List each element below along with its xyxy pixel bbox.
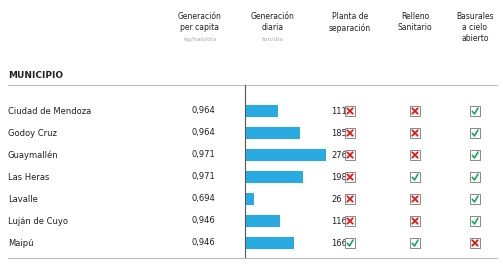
Text: 0,694: 0,694 [191,194,215,203]
FancyBboxPatch shape [470,194,480,204]
Text: Basurales
a cielo
abierto: Basurales a cielo abierto [456,12,494,43]
Text: 166: 166 [331,239,347,247]
Text: Las Heras: Las Heras [8,172,49,181]
Text: Generación
per capita: Generación per capita [178,12,222,32]
Text: ton/día: ton/día [262,37,284,42]
Text: 0,964: 0,964 [191,106,215,115]
FancyBboxPatch shape [246,171,303,183]
Text: 111: 111 [331,106,347,115]
Text: Relleno
Sanitario: Relleno Sanitario [398,12,432,32]
FancyBboxPatch shape [246,215,280,227]
Text: Generación
diaria: Generación diaria [251,12,295,32]
Text: 0,971: 0,971 [191,172,215,181]
Text: kg/hab/día: kg/hab/día [183,37,217,43]
FancyBboxPatch shape [470,106,480,116]
FancyBboxPatch shape [470,172,480,182]
Text: Maipú: Maipú [8,239,34,247]
FancyBboxPatch shape [410,128,420,138]
Text: Guaymallén: Guaymallén [8,150,59,160]
FancyBboxPatch shape [345,238,355,248]
Text: 0,971: 0,971 [191,151,215,160]
FancyBboxPatch shape [410,216,420,226]
FancyBboxPatch shape [410,172,420,182]
FancyBboxPatch shape [470,150,480,160]
FancyBboxPatch shape [470,216,480,226]
FancyBboxPatch shape [345,150,355,160]
FancyBboxPatch shape [246,105,278,117]
FancyBboxPatch shape [246,193,254,205]
Text: Luján de Cuyo: Luján de Cuyo [8,217,68,226]
Text: 198: 198 [331,172,347,181]
FancyBboxPatch shape [410,238,420,248]
Text: 116: 116 [331,217,347,226]
FancyBboxPatch shape [410,150,420,160]
FancyBboxPatch shape [345,172,355,182]
Text: 26: 26 [331,194,342,203]
FancyBboxPatch shape [345,216,355,226]
FancyBboxPatch shape [345,194,355,204]
FancyBboxPatch shape [345,106,355,116]
Text: 185: 185 [331,128,347,138]
FancyBboxPatch shape [345,128,355,138]
Text: 276: 276 [331,151,347,160]
Text: 0,964: 0,964 [191,128,215,138]
Text: MUNICIPIO: MUNICIPIO [8,71,63,80]
FancyBboxPatch shape [246,237,294,249]
FancyBboxPatch shape [470,238,480,248]
Text: 0,946: 0,946 [191,217,215,226]
FancyBboxPatch shape [246,127,300,139]
Text: Ciudad de Mendoza: Ciudad de Mendoza [8,106,91,115]
Text: Godoy Cruz: Godoy Cruz [8,128,57,138]
FancyBboxPatch shape [410,106,420,116]
Text: Lavalle: Lavalle [8,194,38,203]
FancyBboxPatch shape [246,149,326,161]
FancyBboxPatch shape [410,194,420,204]
Text: 0,946: 0,946 [191,239,215,247]
Text: Planta de
separación: Planta de separación [329,12,371,33]
FancyBboxPatch shape [470,128,480,138]
